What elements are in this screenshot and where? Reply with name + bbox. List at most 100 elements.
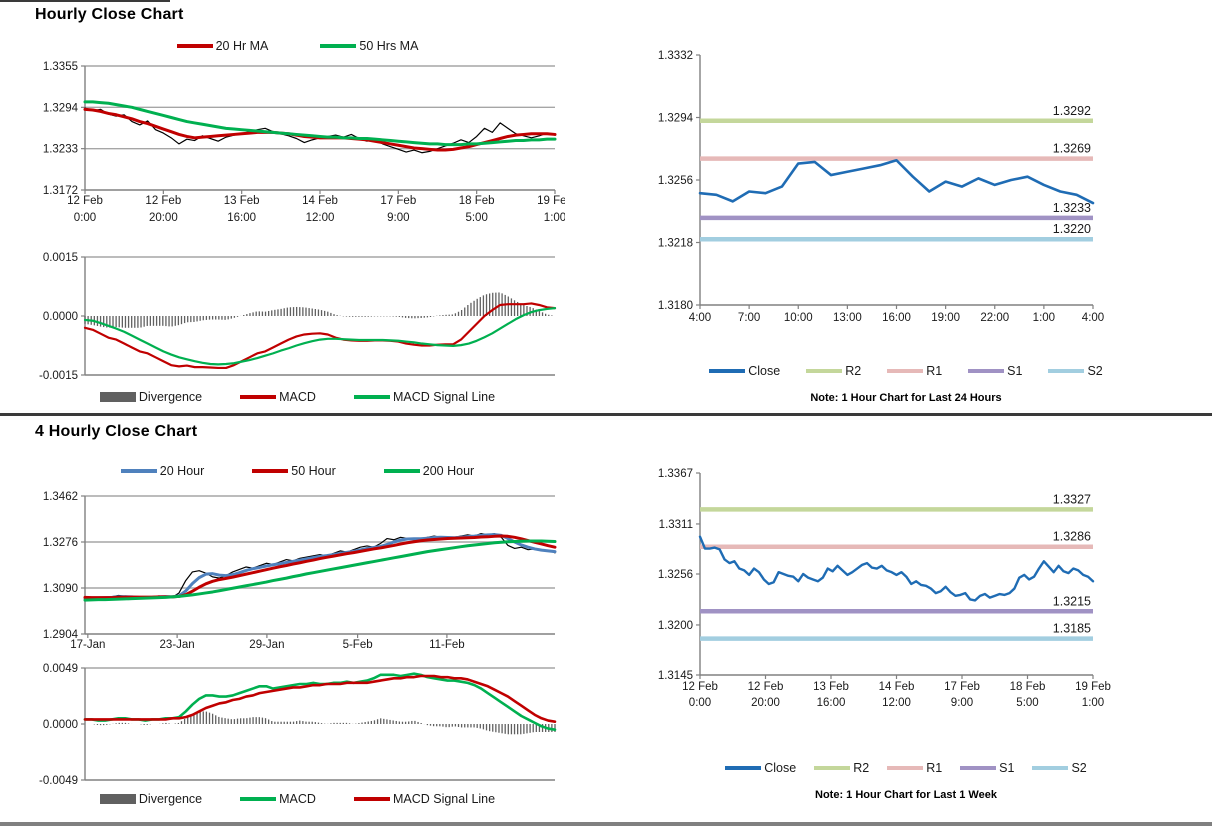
svg-text:18 Feb: 18 Feb <box>1010 681 1046 693</box>
svg-text:1.3292: 1.3292 <box>1053 104 1091 118</box>
legend-close-week: Close R2 R1 S1 S2 <box>620 761 1192 775</box>
svg-text:1.3311: 1.3311 <box>659 519 693 531</box>
legend-label: R1 <box>926 364 943 378</box>
legend-item-r1: R1 <box>887 761 942 775</box>
svg-text:0.0000: 0.0000 <box>43 311 78 323</box>
svg-text:1:00: 1:00 <box>544 212 565 224</box>
legend-label: R2 <box>845 364 862 378</box>
svg-text:20:00: 20:00 <box>149 212 178 224</box>
svg-text:12 Feb: 12 Feb <box>67 195 103 207</box>
svg-text:17 Feb: 17 Feb <box>944 681 980 693</box>
legend-line-swatch <box>176 44 213 48</box>
legend-item-20-hr-ma: 20 Hr MA <box>176 39 269 53</box>
svg-text:16:00: 16:00 <box>227 212 256 224</box>
svg-text:0.0015: 0.0015 <box>43 252 78 264</box>
svg-text:1.3220: 1.3220 <box>1053 222 1091 236</box>
legend-line-swatch <box>240 395 277 399</box>
legend-line-swatch <box>887 766 924 770</box>
legend-label: Divergence <box>138 390 203 404</box>
legend-4hourly-macd: Divergence MACD MACD Signal Line <box>30 792 565 806</box>
legend-item-50-hour: 50 Hour <box>252 464 336 478</box>
svg-text:11-Feb: 11-Feb <box>429 639 465 651</box>
top-edge-strip <box>0 0 170 2</box>
svg-text:1.3462: 1.3462 <box>43 491 78 503</box>
legend-label: MACD <box>279 390 316 404</box>
legend-4hourly-price: 20 Hour 50 Hour 200 Hour <box>30 464 565 478</box>
legend-label: R1 <box>926 761 943 775</box>
legend-label: S1 <box>999 761 1015 775</box>
svg-text:5:00: 5:00 <box>1016 697 1038 709</box>
svg-text:16:00: 16:00 <box>882 312 911 324</box>
legend-item-r2: R2 <box>806 364 861 378</box>
legend-item-divergence: Divergence <box>99 792 203 806</box>
legend-item-20-hour: 20 Hour <box>120 464 204 478</box>
svg-text:-0.0049: -0.0049 <box>39 775 78 787</box>
page-title-hourly: Hourly Close Chart <box>35 6 184 23</box>
svg-text:1.3332: 1.3332 <box>658 50 693 62</box>
svg-text:1.3218: 1.3218 <box>658 238 693 250</box>
svg-text:9:00: 9:00 <box>387 212 409 224</box>
svg-text:1.3185: 1.3185 <box>1053 622 1091 636</box>
svg-text:1.3233: 1.3233 <box>43 144 78 156</box>
hourly-macd-chart: 0.0015 0.0000 -0.0015 <box>39 252 557 382</box>
svg-text:19:00: 19:00 <box>931 312 960 324</box>
svg-text:18 Feb: 18 Feb <box>459 195 495 207</box>
legend-line-swatch <box>709 369 746 373</box>
legend-item-200-hour: 200 Hour <box>383 464 474 478</box>
legend-line-swatch <box>1032 766 1069 770</box>
legend-bar-swatch <box>99 794 136 804</box>
legend-line-swatch <box>383 469 420 473</box>
svg-text:29-Jan: 29-Jan <box>249 639 284 651</box>
svg-text:1.3276: 1.3276 <box>43 537 78 549</box>
svg-text:19 Feb: 19 Feb <box>1075 681 1111 693</box>
svg-text:1.3172: 1.3172 <box>43 185 78 197</box>
svg-text:7:00: 7:00 <box>738 312 760 324</box>
legend-label: Close <box>748 364 781 378</box>
legend-line-swatch <box>725 766 762 770</box>
page-title-4hourly: 4 Hourly Close Chart <box>35 423 198 440</box>
legend-item-macd: MACD <box>240 390 316 404</box>
svg-text:1.3294: 1.3294 <box>43 102 79 114</box>
legend-label: S2 <box>1087 364 1103 378</box>
svg-text:1.3355: 1.3355 <box>43 61 78 73</box>
svg-text:16:00: 16:00 <box>817 697 846 709</box>
svg-text:5-Feb: 5-Feb <box>343 639 373 651</box>
four-hourly-macd-chart: 0.0049 0.0000 -0.0049 <box>39 663 557 787</box>
legend-item-divergence: Divergence <box>99 390 203 404</box>
svg-text:-0.0015: -0.0015 <box>39 370 78 382</box>
legend-label: 20 Hr MA <box>215 39 269 53</box>
legend-line-swatch <box>887 369 924 373</box>
legend-item-50-hrs-ma: 50 Hrs MA <box>320 39 418 53</box>
svg-text:1:00: 1:00 <box>1033 312 1055 324</box>
svg-text:22:00: 22:00 <box>980 312 1009 324</box>
svg-text:0:00: 0:00 <box>74 212 96 224</box>
legend-item-s2: S2 <box>1048 364 1103 378</box>
svg-text:4:00: 4:00 <box>1082 312 1104 324</box>
svg-text:1.3286: 1.3286 <box>1053 530 1091 544</box>
legend-label: MACD Signal Line <box>392 390 496 404</box>
legend-line-swatch <box>240 797 277 801</box>
svg-text:13:00: 13:00 <box>833 312 862 324</box>
legend-label: Divergence <box>138 792 203 806</box>
svg-text:14 Feb: 14 Feb <box>879 681 915 693</box>
legend-item-macd-signal-line: MACD Signal Line <box>353 390 496 404</box>
svg-text:4:00: 4:00 <box>689 312 711 324</box>
svg-text:17-Jan: 17-Jan <box>70 639 105 651</box>
legend-label: MACD Signal Line <box>392 792 496 806</box>
legend-line-swatch <box>1048 369 1085 373</box>
legend-line-swatch <box>120 469 157 473</box>
legend-item-s2: S2 <box>1032 761 1087 775</box>
legend-item-r2: R2 <box>814 761 869 775</box>
legend-line-swatch <box>806 369 843 373</box>
svg-text:0:00: 0:00 <box>689 697 711 709</box>
legend-label: S2 <box>1071 761 1087 775</box>
legend-item-s1: S1 <box>968 364 1022 378</box>
legend-line-swatch <box>353 395 390 399</box>
svg-text:12:00: 12:00 <box>882 697 911 709</box>
svg-text:23-Jan: 23-Jan <box>160 639 195 651</box>
svg-text:1.3200: 1.3200 <box>658 620 693 632</box>
